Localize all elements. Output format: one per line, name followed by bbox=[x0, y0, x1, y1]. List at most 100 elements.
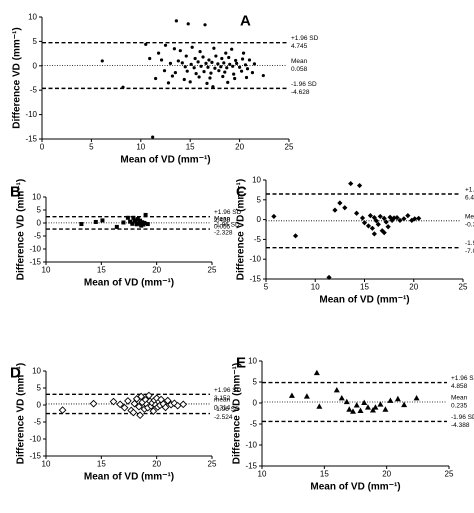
data-point-56 bbox=[217, 69, 221, 73]
data-point-15 bbox=[373, 218, 379, 224]
data-point-35 bbox=[222, 61, 226, 65]
y-tick-label: -10 bbox=[249, 255, 261, 264]
data-point-12 bbox=[367, 213, 374, 219]
data-point-65 bbox=[208, 76, 212, 80]
data-point-32 bbox=[371, 231, 377, 237]
data-point-7 bbox=[130, 221, 135, 226]
data-point-16 bbox=[159, 58, 164, 62]
data-point-14 bbox=[371, 215, 377, 221]
data-point-19 bbox=[193, 56, 197, 61]
data-point-13 bbox=[369, 225, 375, 231]
data-point-3 bbox=[116, 400, 124, 409]
data-point-12 bbox=[135, 217, 140, 222]
y-tick-label: 0 bbox=[33, 61, 38, 70]
data-point-22 bbox=[387, 214, 393, 220]
y-tick-label: 10 bbox=[248, 357, 257, 366]
data-point-76 bbox=[151, 135, 155, 139]
data-point-6 bbox=[343, 398, 350, 405]
lower-limit-value: -4.388 bbox=[451, 422, 470, 429]
data-point-8 bbox=[178, 49, 182, 53]
data-point-57 bbox=[223, 70, 227, 74]
upper-limit-label: +1.96 SD bbox=[291, 35, 319, 42]
mean-label: Mean bbox=[291, 58, 308, 65]
data-point-21 bbox=[385, 224, 391, 230]
y-tick-label: -15 bbox=[245, 462, 257, 471]
x-tick-label: 15 bbox=[97, 460, 106, 469]
upper-limit-label: +1.96 SD bbox=[465, 186, 474, 193]
data-point-6 bbox=[128, 219, 133, 224]
data-point-71 bbox=[188, 80, 192, 84]
data-point-37 bbox=[235, 61, 239, 65]
data-point-23 bbox=[389, 217, 395, 223]
data-point-2 bbox=[203, 23, 207, 27]
y-tick-label: -10 bbox=[25, 110, 37, 119]
x-tick-label: 25 bbox=[208, 460, 217, 469]
x-tick-label: 10 bbox=[311, 283, 320, 292]
panel-d: D -15 -10 -5 0 5 10 10 15 20 25 Mean of VD (mm⁻¹) Di… bbox=[10, 363, 242, 483]
data-point-12 bbox=[224, 51, 228, 55]
data-point-26 bbox=[240, 57, 245, 61]
data-point-12 bbox=[364, 404, 371, 410]
data-point-38 bbox=[243, 63, 248, 67]
data-point-9 bbox=[353, 402, 360, 408]
x-tick-label: 5 bbox=[89, 143, 94, 152]
y-tick-label: 0 bbox=[257, 215, 262, 224]
data-point-27 bbox=[401, 216, 407, 222]
data-point-25 bbox=[234, 58, 238, 63]
data-point-14 bbox=[241, 51, 246, 55]
data-point-68 bbox=[244, 75, 249, 80]
y-tick-label: 0 bbox=[253, 399, 258, 408]
data-point-51 bbox=[173, 71, 177, 75]
data-point-13 bbox=[230, 47, 234, 51]
y-tick-label: -5 bbox=[34, 232, 42, 241]
data-point-5 bbox=[342, 205, 348, 211]
y-tick-label: -5 bbox=[34, 418, 42, 427]
data-point-48 bbox=[238, 65, 242, 69]
y-axis-title: Difference VD (mm⁻¹) bbox=[16, 363, 27, 464]
y-tick-label: -5 bbox=[30, 86, 38, 95]
data-point-17 bbox=[387, 397, 394, 403]
lower-limit-label: -1.96 SD bbox=[451, 414, 474, 421]
x-axis-title: Mean of VD (mm⁻¹) bbox=[120, 154, 210, 165]
lower-limit-value: -2.524 bbox=[214, 414, 233, 421]
y-tick-label: 10 bbox=[252, 176, 261, 185]
data-point-30 bbox=[163, 396, 172, 405]
data-point-6 bbox=[348, 180, 354, 187]
x-tick-label: 15 bbox=[360, 283, 369, 292]
data-point-64 bbox=[197, 75, 201, 79]
data-point-11 bbox=[212, 46, 216, 50]
data-point-18 bbox=[142, 221, 147, 225]
data-point-60 bbox=[250, 71, 255, 75]
x-tick-label: 20 bbox=[152, 460, 161, 469]
y-tick-label: -15 bbox=[249, 275, 261, 284]
data-point-19 bbox=[381, 215, 387, 222]
y-axis-title: Difference VD (mm⁻¹) bbox=[236, 179, 247, 280]
data-point-0 bbox=[174, 19, 178, 23]
upper-limit-value: 3.152 bbox=[214, 395, 231, 402]
lower-limit-label: -1.96 SD bbox=[214, 222, 240, 229]
data-point-10 bbox=[361, 220, 368, 226]
x-tick-label: 20 bbox=[235, 143, 244, 152]
data-point-58 bbox=[232, 72, 236, 76]
data-point-11 bbox=[134, 222, 139, 227]
upper-limit-value: 6.465 bbox=[465, 194, 474, 201]
lower-limit-value: -2.328 bbox=[214, 230, 233, 237]
data-point-28 bbox=[168, 61, 173, 65]
data-point-30 bbox=[189, 62, 193, 66]
data-point-53 bbox=[194, 72, 198, 76]
data-point-1 bbox=[93, 219, 98, 224]
y-tick-label: -10 bbox=[29, 245, 41, 254]
data-point-34 bbox=[179, 400, 188, 409]
data-point-74 bbox=[121, 85, 125, 89]
data-point-13 bbox=[136, 221, 141, 226]
x-tick-label: 15 bbox=[186, 143, 195, 152]
mean-value: 0.058 bbox=[291, 66, 308, 73]
data-point-25 bbox=[394, 215, 400, 221]
data-point-4 bbox=[144, 42, 148, 46]
data-point-21 bbox=[207, 58, 211, 62]
data-point-67 bbox=[233, 76, 237, 81]
data-point-36 bbox=[136, 411, 144, 420]
y-tick-label: -15 bbox=[25, 135, 37, 144]
data-point-20 bbox=[383, 219, 389, 225]
x-tick-label: 10 bbox=[42, 460, 51, 469]
